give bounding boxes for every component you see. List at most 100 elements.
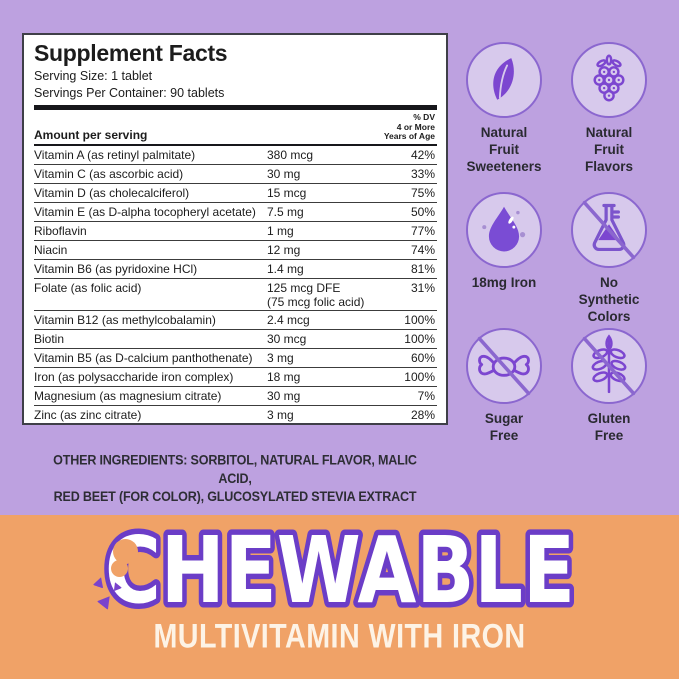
table-row: Vitamin D (as cholecalciferol) 15 mcg 75… xyxy=(34,184,437,203)
badge-natural-fruit-flavors: Natural Fruit Flavors xyxy=(556,42,662,175)
table-row: Vitamin C (as ascorbic acid) 30 mg 33% xyxy=(34,165,437,184)
raspberry-icon xyxy=(593,54,625,102)
badge-label-line: Synthetic xyxy=(578,292,640,307)
table-row: Folate (as folic acid) 125 mcg DFE (75 m… xyxy=(34,279,437,311)
nutrient-amount-line: (75 mcg folic acid) xyxy=(267,294,365,309)
subheadline: MULTIVITAMIN WITH IRON xyxy=(153,616,526,655)
nutrient-name: Magnesium (as magnesium citrate) xyxy=(34,388,222,403)
chewable-headline: CHEWABLE xyxy=(100,518,581,622)
badge-circle xyxy=(466,328,542,404)
other-ingredients-line: OTHER INGREDIENTS: SORBITOL, NATURAL FLA… xyxy=(53,452,417,486)
nutrient-amount: 30 mg xyxy=(267,388,301,403)
badge-no-synthetic-colors: No Synthetic Colors xyxy=(556,192,662,325)
nutrient-name: Iron (as polysaccharide iron complex) xyxy=(34,369,234,384)
badge-label: Natural Fruit Flavors xyxy=(556,124,662,175)
nutrient-amount: 3 mg xyxy=(267,407,294,422)
badge-18mg-iron: 18mg Iron xyxy=(451,192,557,291)
badge-circle xyxy=(571,328,647,404)
nutrient-amount: 18 mg xyxy=(267,369,301,384)
dv-header-line: Years of Age xyxy=(383,131,435,141)
nutrient-amount: 380 mcg xyxy=(267,147,314,162)
table-row: Vitamin B12 (as methylcobalamin) 2.4 mcg… xyxy=(34,311,437,330)
daily-value-header: % DV 4 or More Years of Age xyxy=(383,112,437,142)
nutrient-amount: 7.5 mg xyxy=(267,204,304,219)
nutrient-amount: 1 mg xyxy=(267,223,294,238)
no-wheat-icon xyxy=(582,334,636,396)
nutrient-dv: 74% xyxy=(410,242,435,257)
nutrient-amount: 30 mcg xyxy=(267,331,307,346)
bite-mark xyxy=(113,539,138,564)
nutrient-amount: 3 mg xyxy=(267,350,294,365)
nutrient-name: Niacin xyxy=(34,242,68,257)
badge-sugar-free: Sugar Free xyxy=(451,328,557,444)
nutrient-name: Vitamin B6 (as pyridoxine HCl) xyxy=(34,261,198,276)
nutrient-dv: 28% xyxy=(410,407,435,422)
table-divider-bar xyxy=(34,105,437,110)
table-row: Iron (as polysaccharide iron complex) 18… xyxy=(34,368,437,387)
nutrient-amount-line: 125 mcg DFE xyxy=(267,280,341,295)
banner: CHEWABLE MULTIVITAMIN WITH IRON xyxy=(0,515,679,679)
leaf-icon xyxy=(493,58,514,100)
nutrient-name: Vitamin B5 (as D-calcium panthothenate) xyxy=(34,350,253,365)
nutrient-amount: 125 mcg DFE (75 mcg folic acid) xyxy=(267,281,379,309)
badge-label: No Synthetic Colors xyxy=(556,274,662,325)
badge-label-line: Fruit xyxy=(489,142,519,157)
table-row: Vitamin A (as retinyl palmitate) 380 mcg… xyxy=(34,146,437,165)
servings-per-container: Servings Per Container: 90 tablets xyxy=(34,86,225,100)
droplet-icon xyxy=(482,206,526,252)
nutrient-dv: 100% xyxy=(404,369,435,384)
badge-label-line: Fruit xyxy=(594,142,624,157)
supplement-facts-title: Supplement Facts xyxy=(34,40,228,66)
nutrient-name: Vitamin A (as retinyl palmitate) xyxy=(34,147,196,162)
amount-per-serving-header: Amount per serving xyxy=(34,127,148,142)
nutrient-name: Biotin xyxy=(34,331,65,346)
badge-label: 18mg Iron xyxy=(451,274,557,291)
badge-label: Natural Fruit Sweeteners xyxy=(451,124,557,175)
badge-label-line: 18mg Iron xyxy=(471,275,537,290)
table-row: Vitamin E (as D-alpha tocopheryl acetate… xyxy=(34,203,437,222)
badge-label-line: Flavors xyxy=(584,159,634,174)
nutrient-dv: 50% xyxy=(410,204,435,219)
table-row: Vitamin B6 (as pyridoxine HCl) 1.4 mg 81… xyxy=(34,260,437,279)
nutrient-dv: 77% xyxy=(410,223,435,238)
badge-circle xyxy=(571,192,647,268)
badge-label-line: Natural xyxy=(585,125,633,140)
table-row: Magnesium (as magnesium citrate) 30 mg 7… xyxy=(34,387,437,406)
nutrient-amount: 12 mg xyxy=(267,242,301,257)
nutrient-dv: 100% xyxy=(404,331,435,346)
nutrient-dv: 33% xyxy=(410,166,435,181)
badge-label-line: Gluten xyxy=(587,411,631,426)
badge-circle xyxy=(571,42,647,118)
dv-header-line: % DV xyxy=(413,112,435,122)
badge-label-line: Natural xyxy=(480,125,528,140)
nutrient-dv: 75% xyxy=(410,185,435,200)
nutrient-dv: 60% xyxy=(410,350,435,365)
nutrient-amount: 30 mg xyxy=(267,166,301,181)
no-candy-icon xyxy=(477,336,531,396)
serving-size: Serving Size: 1 tablet xyxy=(34,69,153,83)
nutrient-name: Vitamin C (as ascorbic acid) xyxy=(34,166,184,181)
chewable-headline-text: CHEWABLE xyxy=(105,518,575,622)
nutrient-amount: 2.4 mcg xyxy=(267,312,310,327)
badge-gluten-free: Gluten Free xyxy=(556,328,662,444)
nutrient-name: Riboflavin xyxy=(34,223,87,238)
supplement-facts-panel: Supplement Facts Serving Size: 1 tablet … xyxy=(22,33,448,425)
table-row: Vitamin B5 (as D-calcium panthothenate) … xyxy=(34,349,437,368)
badge-circle xyxy=(466,192,542,268)
nutrient-dv: 81% xyxy=(410,261,435,276)
table-row: Niacin 12 mg 74% xyxy=(34,241,437,260)
badge-label: Gluten Free xyxy=(556,410,662,444)
badge-label: Sugar Free xyxy=(451,410,557,444)
nutrient-dv: 100% xyxy=(404,312,435,327)
nutrient-amount: 15 mcg xyxy=(267,185,307,200)
badge-label-line: Free xyxy=(489,428,519,443)
nutrient-amount: 1.4 mg xyxy=(267,261,304,276)
nutrient-dv: 31% xyxy=(410,280,435,295)
dv-header-line: 4 or More xyxy=(396,121,435,132)
nutrient-dv: 7% xyxy=(417,388,435,403)
badge-label-line: Sweeteners xyxy=(466,159,542,174)
nutrient-name: Zinc (as zinc citrate) xyxy=(34,407,142,422)
badge-circle xyxy=(466,42,542,118)
nutrient-dv: 42% xyxy=(410,147,435,162)
